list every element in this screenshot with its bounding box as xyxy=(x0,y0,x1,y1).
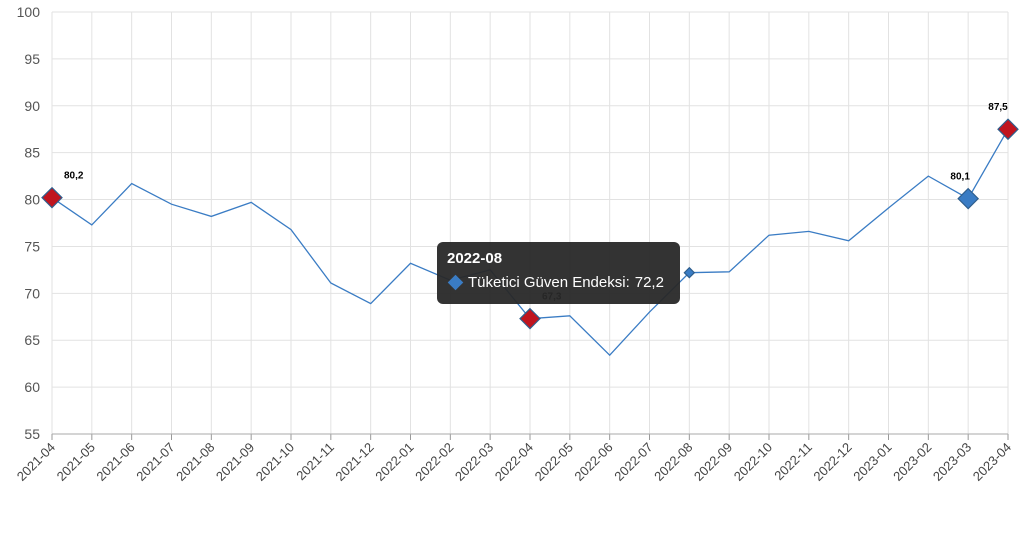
data-label: 87,5 xyxy=(988,102,1008,113)
y-tick-label: 95 xyxy=(24,51,40,67)
x-tick-label: 2022-12 xyxy=(810,440,854,484)
x-tick-label: 2022-04 xyxy=(492,440,536,484)
x-tick-label: 2021-08 xyxy=(173,440,217,484)
x-tick-label: 2022-02 xyxy=(412,440,456,484)
y-tick-label: 90 xyxy=(24,98,40,114)
y-tick-label: 100 xyxy=(17,4,41,20)
tooltip: 2022-08 Tüketici Güven Endeksi : 72,2 xyxy=(437,242,680,304)
grid-lines xyxy=(51,11,1009,435)
x-tick-label: 2022-07 xyxy=(611,440,655,484)
tooltip-series-name: Tüketici Güven Endeksi xyxy=(468,274,626,291)
x-tick-label: 2022-03 xyxy=(452,440,496,484)
data-point-marker[interactable] xyxy=(957,187,980,210)
x-tick-label: 2022-11 xyxy=(771,440,815,484)
x-tick-label: 2022-08 xyxy=(651,440,695,484)
x-axis: 2021-042021-052021-062021-072021-082021-… xyxy=(14,433,1014,484)
diamond-marker-icon xyxy=(447,274,464,291)
y-tick-label: 55 xyxy=(24,426,40,442)
data-point-marker[interactable] xyxy=(519,307,541,330)
y-tick-label: 80 xyxy=(24,192,40,208)
x-tick-label: 2022-01 xyxy=(372,440,416,484)
x-tick-label: 2021-07 xyxy=(133,440,177,484)
x-tick-label: 2021-11 xyxy=(293,440,337,484)
x-tick-label: 2023-03 xyxy=(930,440,974,484)
tooltip-title: 2022-08 xyxy=(447,250,503,267)
tooltip-row: Tüketici Güven Endeksi : 72,2 xyxy=(447,274,670,291)
data-label: 80,2 xyxy=(64,171,84,182)
tooltip-value: 72,2 xyxy=(634,274,664,291)
y-tick-label: 75 xyxy=(24,238,40,254)
x-tick-label: 2022-05 xyxy=(532,440,576,484)
y-tick-label: 65 xyxy=(24,332,40,348)
y-axis: 55 60 65 70 75 80 85 90 95 100 xyxy=(17,4,41,442)
x-tick-label: 2021-05 xyxy=(54,440,98,484)
data-point-marker[interactable] xyxy=(41,186,63,209)
highlight-point[interactable] xyxy=(683,266,696,279)
y-tick-label: 60 xyxy=(24,379,40,395)
x-tick-label: 2022-09 xyxy=(691,440,735,484)
y-tick-label: 85 xyxy=(24,145,40,161)
data-label: 80,1 xyxy=(950,172,970,183)
x-tick-label: 2021-06 xyxy=(93,440,137,484)
x-tick-label: 2021-12 xyxy=(332,440,376,484)
x-tick-label: 2021-04 xyxy=(14,440,58,484)
data-point-marker[interactable] xyxy=(997,118,1019,141)
x-tick-label: 2023-04 xyxy=(970,440,1014,484)
x-tick-label: 2022-06 xyxy=(571,440,615,484)
y-tick-label: 70 xyxy=(24,285,40,301)
marker-group[interactable] xyxy=(41,118,1019,330)
x-tick-label: 2023-01 xyxy=(850,440,894,484)
x-tick-label: 2023-02 xyxy=(890,440,934,484)
x-tick-label: 2022-10 xyxy=(731,440,775,484)
tooltip-separator: : xyxy=(625,274,630,291)
x-tick-label: 2021-09 xyxy=(213,440,257,484)
x-tick-label: 2021-10 xyxy=(253,440,297,484)
